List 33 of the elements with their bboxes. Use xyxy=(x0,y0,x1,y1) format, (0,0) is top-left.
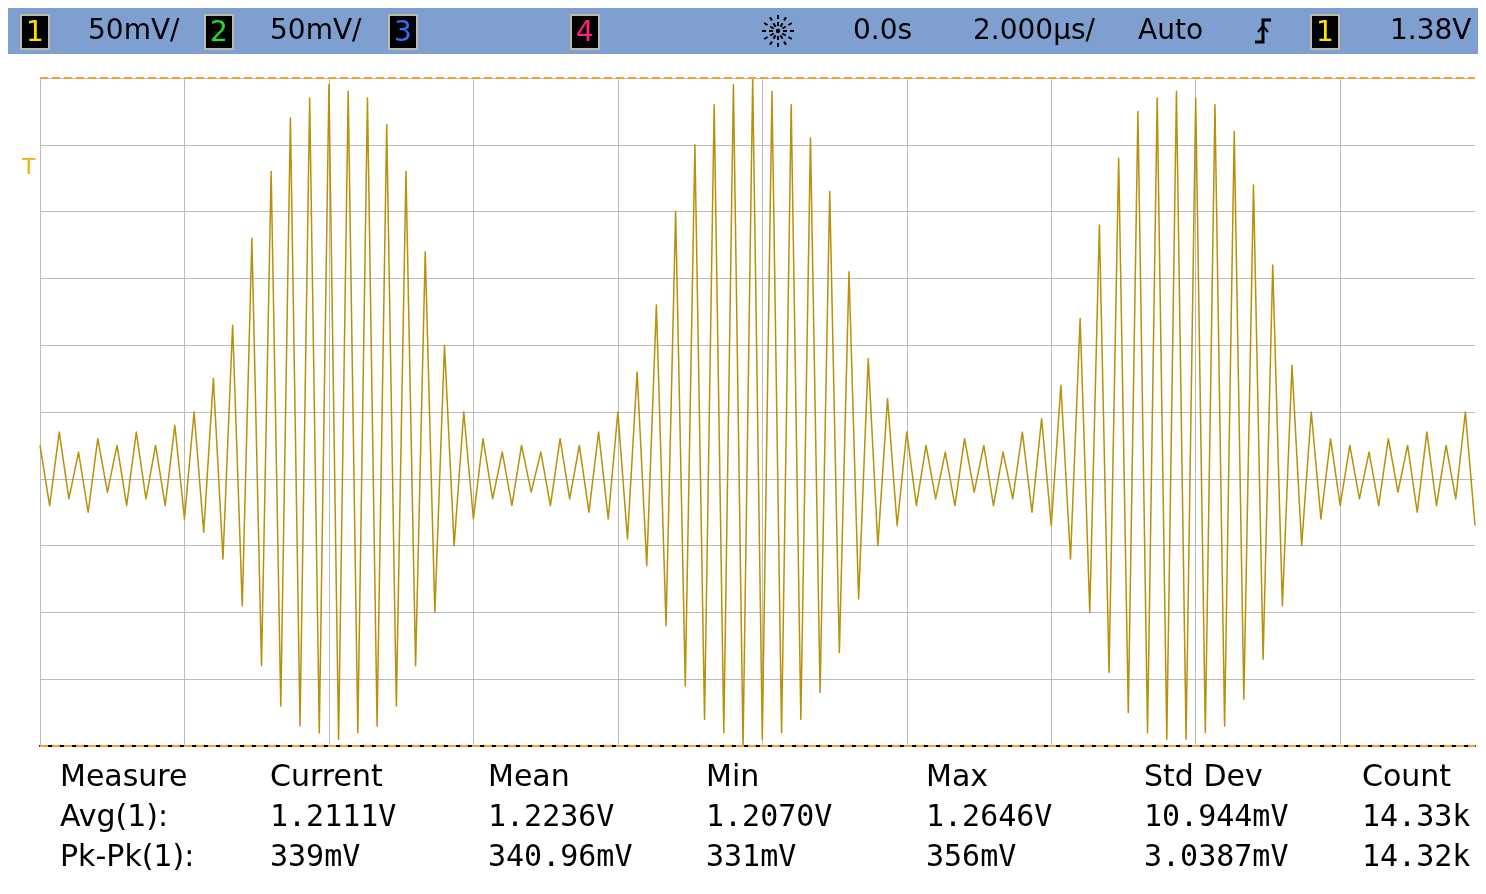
text: 356mV xyxy=(926,838,1017,873)
text: 14.33k xyxy=(1362,798,1471,833)
text: Max xyxy=(926,758,989,793)
text: Pk-Pk(1): xyxy=(60,838,195,873)
text: 3.0387mV xyxy=(1144,838,1289,873)
text: Count xyxy=(1362,758,1452,793)
text: 14.32k xyxy=(1362,838,1471,873)
text: Min xyxy=(706,758,760,793)
text: 340.96mV xyxy=(488,838,633,873)
text: Std Dev xyxy=(1144,758,1263,793)
text: 0.0s xyxy=(853,13,913,46)
text: 2.000µs/ xyxy=(973,13,1095,46)
text: 1.2236V xyxy=(488,798,615,833)
text: Mean xyxy=(488,758,570,793)
text: 2 xyxy=(204,14,234,50)
text: 1.2111V xyxy=(270,798,397,833)
text: Current xyxy=(270,758,383,793)
text: 10.944mV xyxy=(1144,798,1289,833)
text: 1.2070V xyxy=(706,798,833,833)
text: Measure xyxy=(60,758,188,793)
text: Auto xyxy=(1138,13,1204,46)
text: 1 xyxy=(1310,14,1340,50)
text: 1.2646V xyxy=(926,798,1053,833)
text: Avg(1): xyxy=(60,798,169,833)
text: 4 xyxy=(570,14,600,50)
text: 1.38V xyxy=(1390,13,1472,46)
text: T xyxy=(22,154,36,179)
text: 50mV/ xyxy=(88,13,180,46)
text: 1 xyxy=(20,14,50,50)
text: 331mV xyxy=(706,838,797,873)
text: 3 xyxy=(388,14,418,50)
text: 50mV/ xyxy=(270,13,362,46)
text: 339mV xyxy=(270,838,361,873)
